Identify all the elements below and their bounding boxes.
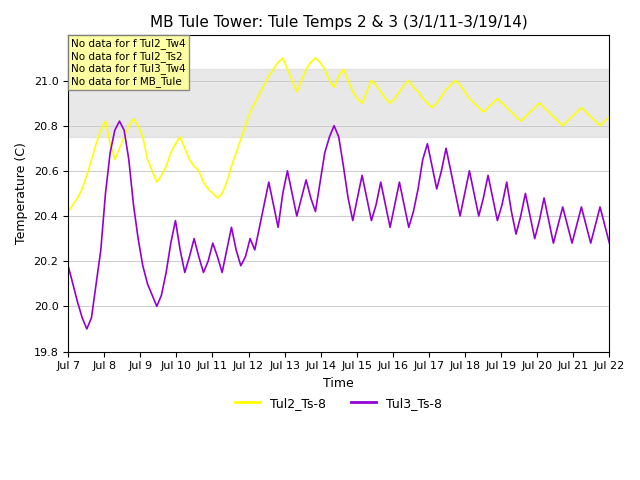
Legend: Tul2_Ts-8, Tul3_Ts-8: Tul2_Ts-8, Tul3_Ts-8 [230,392,447,415]
Tul3_Ts-8 [83,326,91,332]
Tul2_Ts-8 [190,164,198,169]
Tul2_Ts-8 [312,55,319,61]
X-axis label: Time: Time [323,377,354,390]
Tul3_Ts-8 [577,204,585,210]
Y-axis label: Temperature (C): Temperature (C) [15,143,28,244]
Tul3_Ts-8 [116,118,124,124]
Title: MB Tule Tower: Tule Temps 2 & 3 (3/1/11-3/19/14): MB Tule Tower: Tule Temps 2 & 3 (3/1/11-… [150,15,527,30]
Tul2_Ts-8 [209,191,216,196]
Tul2_Ts-8 [573,109,580,115]
Text: No data for f Tul2_Tw4
No data for f Tul2_Ts2
No data for f Tul3_Tw4
No data for: No data for f Tul2_Tw4 No data for f Tul… [71,38,186,86]
Tul3_Ts-8 [316,179,324,185]
Tul3_Ts-8 [605,240,613,246]
Tul3_Ts-8 [218,270,226,276]
Bar [68,69,609,137]
Tul2_Ts-8 [279,55,287,61]
Tul3_Ts-8 [176,247,184,253]
Line: Tul2_Ts-8: Tul2_Ts-8 [68,58,609,212]
Tul2_Ts-8 [176,134,184,140]
Tul2_Ts-8 [64,209,72,215]
Tul2_Ts-8 [167,150,175,156]
Tul3_Ts-8 [64,263,72,269]
Tul3_Ts-8 [200,270,207,276]
Tul2_Ts-8 [605,114,613,120]
Line: Tul3_Ts-8: Tul3_Ts-8 [68,121,609,329]
Tul3_Ts-8 [186,254,193,260]
